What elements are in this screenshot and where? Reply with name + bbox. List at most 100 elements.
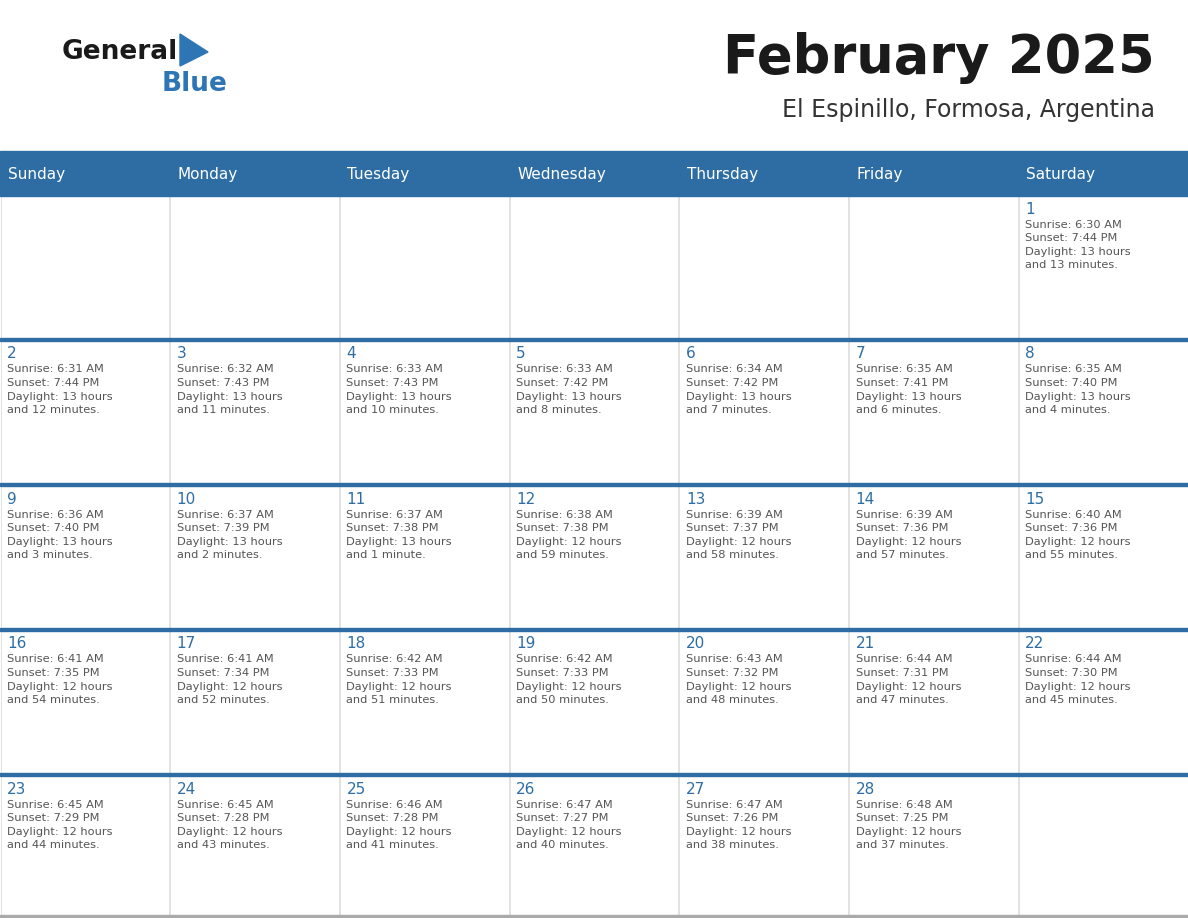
Bar [0,193,1188,196]
Bar [680,486,848,628]
Text: 8: 8 [1025,346,1035,362]
Bar [510,155,678,193]
Bar [0,155,170,193]
Text: 24: 24 [177,781,196,797]
Text: Sunrise: 6:31 AM
Sunset: 7:44 PM
Daylight: 13 hours
and 12 minutes.: Sunrise: 6:31 AM Sunset: 7:44 PM Dayligh… [7,364,113,415]
Bar [340,155,510,193]
Text: 18: 18 [347,636,366,652]
Text: 15: 15 [1025,491,1044,507]
Text: 28: 28 [855,781,874,797]
Text: 5: 5 [516,346,526,362]
Bar [849,631,1018,773]
Text: Sunrise: 6:48 AM
Sunset: 7:25 PM
Daylight: 12 hours
and 37 minutes.: Sunrise: 6:48 AM Sunset: 7:25 PM Dayligh… [855,800,961,850]
Bar [340,486,508,628]
Text: Sunrise: 6:32 AM
Sunset: 7:43 PM
Daylight: 13 hours
and 11 minutes.: Sunrise: 6:32 AM Sunset: 7:43 PM Dayligh… [177,364,283,415]
Bar [0,486,169,628]
Text: 16: 16 [7,636,26,652]
Bar [849,196,1018,338]
Bar [0,196,169,338]
Bar [0,338,1188,341]
Text: Sunrise: 6:43 AM
Sunset: 7:32 PM
Daylight: 12 hours
and 48 minutes.: Sunrise: 6:43 AM Sunset: 7:32 PM Dayligh… [685,655,791,705]
Bar [849,486,1018,628]
Text: 9: 9 [7,491,17,507]
Text: Sunrise: 6:44 AM
Sunset: 7:31 PM
Daylight: 12 hours
and 47 minutes.: Sunrise: 6:44 AM Sunset: 7:31 PM Dayligh… [855,655,961,705]
Bar [510,776,678,917]
Bar [680,776,848,917]
Bar [170,486,339,628]
Bar [510,631,678,773]
Text: Sunrise: 6:46 AM
Sunset: 7:28 PM
Daylight: 12 hours
and 41 minutes.: Sunrise: 6:46 AM Sunset: 7:28 PM Dayligh… [347,800,451,850]
Bar [1019,631,1188,773]
Text: Sunrise: 6:38 AM
Sunset: 7:38 PM
Daylight: 12 hours
and 59 minutes.: Sunrise: 6:38 AM Sunset: 7:38 PM Dayligh… [516,509,621,560]
Text: Sunrise: 6:40 AM
Sunset: 7:36 PM
Daylight: 12 hours
and 55 minutes.: Sunrise: 6:40 AM Sunset: 7:36 PM Dayligh… [1025,509,1131,560]
Bar [170,341,339,483]
Text: Saturday: Saturday [1026,166,1095,182]
Bar [0,776,169,917]
Bar [340,196,508,338]
Bar [0,151,1188,155]
Text: Sunrise: 6:47 AM
Sunset: 7:26 PM
Daylight: 12 hours
and 38 minutes.: Sunrise: 6:47 AM Sunset: 7:26 PM Dayligh… [685,800,791,850]
Bar [340,776,508,917]
Text: 10: 10 [177,491,196,507]
Text: 13: 13 [685,491,706,507]
Text: Friday: Friday [857,166,903,182]
Text: 6: 6 [685,346,696,362]
Bar [510,341,678,483]
Text: Sunrise: 6:33 AM
Sunset: 7:42 PM
Daylight: 13 hours
and 8 minutes.: Sunrise: 6:33 AM Sunset: 7:42 PM Dayligh… [516,364,621,415]
Text: Sunrise: 6:30 AM
Sunset: 7:44 PM
Daylight: 13 hours
and 13 minutes.: Sunrise: 6:30 AM Sunset: 7:44 PM Dayligh… [1025,219,1131,270]
Text: Sunrise: 6:45 AM
Sunset: 7:29 PM
Daylight: 12 hours
and 44 minutes.: Sunrise: 6:45 AM Sunset: 7:29 PM Dayligh… [7,800,113,850]
Polygon shape [181,34,208,66]
Text: Sunrise: 6:35 AM
Sunset: 7:40 PM
Daylight: 13 hours
and 4 minutes.: Sunrise: 6:35 AM Sunset: 7:40 PM Dayligh… [1025,364,1131,415]
Text: Monday: Monday [178,166,238,182]
Bar [1018,155,1188,193]
Text: Sunrise: 6:47 AM
Sunset: 7:27 PM
Daylight: 12 hours
and 40 minutes.: Sunrise: 6:47 AM Sunset: 7:27 PM Dayligh… [516,800,621,850]
Text: Sunrise: 6:35 AM
Sunset: 7:41 PM
Daylight: 13 hours
and 6 minutes.: Sunrise: 6:35 AM Sunset: 7:41 PM Dayligh… [855,364,961,415]
Bar [170,776,339,917]
Text: Sunrise: 6:37 AM
Sunset: 7:39 PM
Daylight: 13 hours
and 2 minutes.: Sunrise: 6:37 AM Sunset: 7:39 PM Dayligh… [177,509,283,560]
Text: 4: 4 [347,346,356,362]
Bar [0,631,169,773]
Text: 11: 11 [347,491,366,507]
Bar [1019,196,1188,338]
Text: Sunrise: 6:44 AM
Sunset: 7:30 PM
Daylight: 12 hours
and 45 minutes.: Sunrise: 6:44 AM Sunset: 7:30 PM Dayligh… [1025,655,1131,705]
Bar [1019,341,1188,483]
Text: Sunrise: 6:34 AM
Sunset: 7:42 PM
Daylight: 13 hours
and 7 minutes.: Sunrise: 6:34 AM Sunset: 7:42 PM Dayligh… [685,364,791,415]
Bar [0,628,1188,631]
Text: Sunrise: 6:41 AM
Sunset: 7:35 PM
Daylight: 12 hours
and 54 minutes.: Sunrise: 6:41 AM Sunset: 7:35 PM Dayligh… [7,655,113,705]
Text: 19: 19 [516,636,536,652]
Bar [510,486,678,628]
Text: Sunrise: 6:42 AM
Sunset: 7:33 PM
Daylight: 12 hours
and 50 minutes.: Sunrise: 6:42 AM Sunset: 7:33 PM Dayligh… [516,655,621,705]
Text: General: General [62,39,178,65]
Bar [680,196,848,338]
Bar [678,155,848,193]
Bar [170,196,339,338]
Text: 21: 21 [855,636,874,652]
Bar [0,915,1188,918]
Text: Thursday: Thursday [687,166,758,182]
Bar [340,341,508,483]
Text: 27: 27 [685,781,706,797]
Text: February 2025: February 2025 [723,32,1155,84]
Bar [170,631,339,773]
Text: Sunrise: 6:36 AM
Sunset: 7:40 PM
Daylight: 13 hours
and 3 minutes.: Sunrise: 6:36 AM Sunset: 7:40 PM Dayligh… [7,509,113,560]
Text: El Espinillo, Formosa, Argentina: El Espinillo, Formosa, Argentina [782,98,1155,122]
Text: Sunrise: 6:41 AM
Sunset: 7:34 PM
Daylight: 12 hours
and 52 minutes.: Sunrise: 6:41 AM Sunset: 7:34 PM Dayligh… [177,655,283,705]
Bar [0,773,1188,776]
Text: Sunrise: 6:39 AM
Sunset: 7:36 PM
Daylight: 12 hours
and 57 minutes.: Sunrise: 6:39 AM Sunset: 7:36 PM Dayligh… [855,509,961,560]
Text: 23: 23 [7,781,26,797]
Text: 26: 26 [516,781,536,797]
Bar [340,631,508,773]
Bar [680,341,848,483]
Text: 20: 20 [685,636,706,652]
Text: Sunday: Sunday [8,166,65,182]
Text: 7: 7 [855,346,865,362]
Bar [849,341,1018,483]
Text: Blue: Blue [162,71,228,97]
Bar [0,483,1188,486]
Text: Wednesday: Wednesday [517,166,606,182]
Text: 25: 25 [347,781,366,797]
Text: 3: 3 [177,346,187,362]
Bar [510,196,678,338]
Text: Sunrise: 6:45 AM
Sunset: 7:28 PM
Daylight: 12 hours
and 43 minutes.: Sunrise: 6:45 AM Sunset: 7:28 PM Dayligh… [177,800,283,850]
Text: Sunrise: 6:37 AM
Sunset: 7:38 PM
Daylight: 13 hours
and 1 minute.: Sunrise: 6:37 AM Sunset: 7:38 PM Dayligh… [347,509,453,560]
